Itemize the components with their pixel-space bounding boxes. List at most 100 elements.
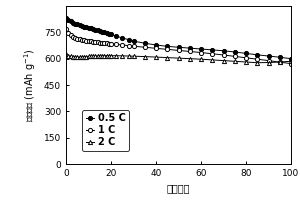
- 1 C: [105, 42, 108, 44]
- 0.5 C: [166, 45, 169, 48]
- 0.5 C: [71, 21, 75, 24]
- 0.5 C: [244, 52, 248, 55]
- Line: 2 C: 2 C: [64, 52, 293, 65]
- 0.5 C: [73, 22, 77, 25]
- 2 C: [107, 54, 111, 57]
- 0.5 C: [233, 51, 237, 53]
- 2 C: [76, 56, 79, 58]
- 2 C: [121, 55, 124, 57]
- 1 C: [94, 41, 97, 43]
- 1 C: [154, 47, 158, 50]
- 0.5 C: [82, 26, 86, 28]
- Y-axis label: 放电容量 (mAh g$^{-1}$): 放电容量 (mAh g$^{-1}$): [22, 48, 38, 122]
- 2 C: [82, 56, 86, 58]
- 0.5 C: [96, 29, 99, 31]
- 2 C: [233, 60, 237, 62]
- 1 C: [233, 55, 237, 58]
- 0.5 C: [132, 40, 135, 42]
- 1 C: [121, 44, 124, 46]
- 2 C: [154, 56, 158, 58]
- 0.5 C: [188, 47, 192, 49]
- 0.5 C: [256, 54, 259, 56]
- 2 C: [85, 55, 88, 58]
- 0.5 C: [87, 27, 90, 29]
- 2 C: [244, 61, 248, 63]
- 0.5 C: [199, 48, 203, 50]
- X-axis label: 循环次数: 循环次数: [167, 183, 190, 193]
- 2 C: [73, 56, 77, 58]
- 2 C: [105, 54, 108, 57]
- 0.5 C: [89, 27, 93, 30]
- 1 C: [100, 41, 104, 44]
- 2 C: [67, 54, 70, 57]
- 1 C: [64, 28, 68, 30]
- 0.5 C: [278, 56, 282, 58]
- 2 C: [278, 61, 282, 63]
- 1 C: [289, 62, 293, 65]
- 1 C: [109, 43, 113, 45]
- 1 C: [211, 53, 214, 55]
- 1 C: [98, 41, 101, 44]
- 1 C: [166, 48, 169, 51]
- 0.5 C: [143, 42, 147, 44]
- 2 C: [177, 57, 180, 59]
- 0.5 C: [105, 32, 108, 34]
- 2 C: [94, 55, 97, 57]
- 0.5 C: [109, 33, 113, 36]
- 1 C: [91, 40, 95, 43]
- 2 C: [256, 62, 259, 64]
- 1 C: [278, 61, 282, 63]
- 0.5 C: [80, 25, 83, 27]
- Line: 0.5 C: 0.5 C: [64, 16, 293, 61]
- 1 C: [96, 41, 99, 43]
- 0.5 C: [85, 26, 88, 29]
- 0.5 C: [64, 17, 68, 19]
- 1 C: [256, 58, 259, 60]
- 0.5 C: [103, 31, 106, 34]
- 1 C: [76, 37, 79, 40]
- 2 C: [78, 56, 81, 58]
- 1 C: [73, 37, 77, 39]
- 0.5 C: [69, 20, 72, 23]
- 2 C: [188, 57, 192, 60]
- 0.5 C: [121, 37, 124, 39]
- 0.5 C: [114, 35, 117, 37]
- 0.5 C: [98, 30, 101, 32]
- 0.5 C: [177, 46, 180, 48]
- 0.5 C: [267, 55, 270, 57]
- 1 C: [89, 40, 93, 43]
- 2 C: [114, 54, 117, 57]
- 2 C: [87, 55, 90, 58]
- 0.5 C: [289, 57, 293, 60]
- 1 C: [82, 39, 86, 42]
- 2 C: [89, 55, 93, 57]
- 1 C: [127, 44, 131, 47]
- 2 C: [100, 54, 104, 57]
- 1 C: [222, 54, 225, 56]
- Line: 1 C: 1 C: [64, 27, 293, 66]
- 0.5 C: [222, 50, 225, 52]
- 1 C: [114, 43, 117, 45]
- 1 C: [67, 32, 70, 34]
- 1 C: [132, 45, 135, 47]
- 2 C: [127, 55, 131, 57]
- 1 C: [188, 50, 192, 53]
- 0.5 C: [211, 49, 214, 51]
- 2 C: [96, 55, 99, 57]
- 2 C: [69, 55, 72, 57]
- 0.5 C: [91, 28, 95, 30]
- 2 C: [199, 58, 203, 60]
- 2 C: [211, 59, 214, 61]
- 1 C: [143, 46, 147, 48]
- 1 C: [69, 34, 72, 37]
- 0.5 C: [76, 23, 79, 26]
- 2 C: [267, 61, 270, 64]
- 0.5 C: [154, 44, 158, 46]
- 0.5 C: [107, 33, 111, 35]
- 2 C: [91, 55, 95, 57]
- 1 C: [103, 42, 106, 44]
- 0.5 C: [94, 28, 97, 31]
- 2 C: [109, 54, 113, 57]
- 2 C: [71, 56, 75, 58]
- 1 C: [177, 49, 180, 52]
